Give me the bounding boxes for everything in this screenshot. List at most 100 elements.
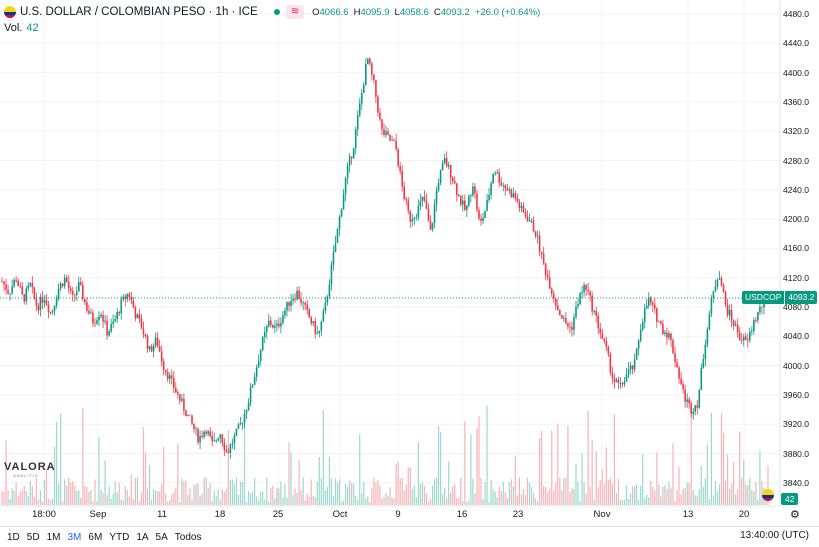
volume-bar xyxy=(466,501,468,505)
volume-bar xyxy=(731,483,733,505)
volume-bar xyxy=(617,478,620,505)
volume-bar xyxy=(189,487,191,505)
candle-body xyxy=(670,333,672,340)
range-button-1d[interactable]: 1D xyxy=(7,531,20,543)
range-button-1a[interactable]: 1A xyxy=(136,531,149,543)
candle-body xyxy=(130,296,133,301)
settings-gear-icon[interactable]: ⚙ xyxy=(790,509,800,521)
volume-bar xyxy=(148,464,151,505)
volume-bar xyxy=(403,490,405,505)
low-value: L4058.6 xyxy=(394,6,429,18)
volume-bar xyxy=(347,487,349,505)
candle-body xyxy=(708,314,711,330)
price-tick-label: 4120.0 xyxy=(783,272,809,283)
volume-bar xyxy=(365,498,367,505)
candle-body xyxy=(140,318,143,329)
candle-body xyxy=(308,309,311,318)
volume-bar xyxy=(349,480,351,505)
candle-body xyxy=(615,379,618,382)
candle-body xyxy=(49,312,52,313)
volume-bar xyxy=(448,461,450,505)
range-button-5a[interactable]: 5A xyxy=(155,531,168,543)
time-axis[interactable]: 18:00 Sep 11 18 25 Oct 9 16 23 Nov 13 20 xyxy=(0,506,780,526)
volume-bar xyxy=(437,426,440,505)
range-button-3m[interactable]: 3M xyxy=(67,531,82,543)
candle-body xyxy=(195,428,197,430)
volume-bar xyxy=(37,499,39,505)
symbol-title[interactable]: U.S. DOLLAR / COLOMBIAN PESO · 1h · ICE xyxy=(20,6,258,18)
candle-body xyxy=(292,298,294,301)
volume-bar xyxy=(698,489,700,505)
candle-body xyxy=(742,336,745,341)
candle-body xyxy=(300,298,302,303)
candle-body xyxy=(635,348,638,360)
volume-bar xyxy=(209,483,211,505)
candle-body xyxy=(684,389,686,402)
volume-bar xyxy=(636,484,638,505)
candle-body xyxy=(11,286,13,294)
candle-body xyxy=(449,164,452,178)
candle-body xyxy=(409,210,412,222)
data-feed-badge[interactable]: ≋ xyxy=(285,5,305,19)
volume-bar xyxy=(294,488,296,505)
volume-bar xyxy=(92,501,94,505)
range-button-todos[interactable]: Todos xyxy=(174,531,202,543)
volume-bar xyxy=(500,491,502,505)
candle-body xyxy=(360,93,363,104)
candle-body xyxy=(427,208,430,221)
volume-bar xyxy=(33,496,35,505)
candle-body xyxy=(239,423,242,425)
candle-body xyxy=(399,165,401,172)
candle-body xyxy=(649,297,652,303)
volume-bar xyxy=(749,478,751,505)
volume-bar xyxy=(492,489,494,505)
volume-bar xyxy=(181,478,183,505)
volume-bar xyxy=(383,497,385,505)
volume-bar xyxy=(579,500,581,505)
volume-bar xyxy=(82,407,84,505)
candle-body xyxy=(108,331,110,336)
candle-body xyxy=(7,289,9,294)
candle-body xyxy=(619,382,622,384)
volume-legend: Vol. 42 xyxy=(4,22,39,34)
clock[interactable]: 13:40:00 (UTC) xyxy=(740,530,809,541)
candle-body xyxy=(13,279,15,287)
candle-body xyxy=(39,296,42,311)
volume-bar xyxy=(221,489,223,505)
volume-bar xyxy=(541,430,543,505)
volume-value: 42 xyxy=(26,22,39,34)
candle-body xyxy=(51,310,54,313)
volume-bar xyxy=(136,477,139,505)
range-button-5d[interactable]: 5D xyxy=(26,531,40,543)
volume-bar xyxy=(700,465,702,505)
candle-body xyxy=(41,296,44,303)
volume-bar xyxy=(108,486,110,505)
volume-bar xyxy=(607,479,609,505)
volume-bar xyxy=(518,477,521,505)
volume-bar xyxy=(237,495,240,505)
change-value: +26.0 (+0.64%) xyxy=(474,6,541,18)
candle-body xyxy=(219,434,222,439)
candle-body xyxy=(603,338,606,341)
range-button-1m[interactable]: 1M xyxy=(46,531,61,543)
volume-bar xyxy=(195,484,197,505)
range-button-ytd[interactable]: YTD xyxy=(109,531,130,543)
volume-bar xyxy=(193,484,195,505)
volume-bar xyxy=(474,493,476,505)
candle-body xyxy=(637,340,640,349)
candle-body xyxy=(63,277,66,287)
volume-bar xyxy=(664,485,666,505)
candle-body xyxy=(272,325,274,328)
volume-bar xyxy=(589,486,591,505)
candle-body xyxy=(203,431,205,437)
candle-body xyxy=(423,196,426,201)
candle-body xyxy=(609,354,612,373)
volume-bar xyxy=(654,490,656,505)
range-button-6m[interactable]: 6M xyxy=(88,531,103,543)
candle-body xyxy=(320,321,323,331)
candle-body xyxy=(633,359,636,370)
volume-bar xyxy=(326,486,328,505)
candle-body xyxy=(557,305,559,310)
volume-bar xyxy=(652,486,654,505)
